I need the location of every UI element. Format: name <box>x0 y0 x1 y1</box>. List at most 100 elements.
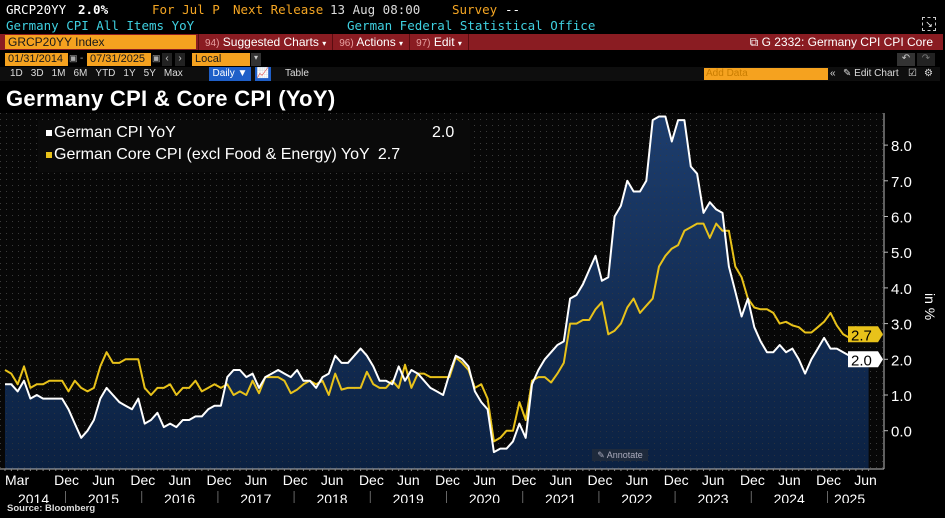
x-year-label: 2015 <box>88 491 119 503</box>
line-chart-icon[interactable]: 📈 <box>255 67 271 81</box>
legend-last-value: 2.7 <box>377 146 401 163</box>
cpi-last-value-tag: 2.0 <box>851 352 872 369</box>
x-tick-label: Dec <box>54 472 79 488</box>
menu-label: Suggested Charts <box>222 35 319 49</box>
x-tick-label: Dec <box>511 472 536 488</box>
redo-button[interactable]: ↷ <box>917 53 935 66</box>
calendar-icon[interactable]: ▣ <box>69 53 78 63</box>
chart-title: Germany CPI & Core CPI (YoY) <box>6 86 336 111</box>
end-date-input[interactable]: 07/31/2025 <box>87 53 151 66</box>
x-tick-label: Jun <box>473 472 496 488</box>
chart: 0.0 1.0 2.0 3.0 4.0 5.0 6.0 7.0 8.0 in % 2.7 2.0 Mar… <box>0 113 938 503</box>
pencil-icon: ✎ <box>597 450 607 460</box>
x-year-label: 2020 <box>469 491 500 503</box>
previous-period-button[interactable]: ‹ <box>162 53 172 66</box>
period: For Jul P <box>152 2 220 17</box>
start-date-input[interactable]: 01/31/2014 <box>5 53 68 66</box>
menu-number: 94) <box>205 38 220 49</box>
security-input[interactable]: GRCP20YY Index <box>5 35 196 49</box>
menu-number: 97) <box>416 38 431 49</box>
y-axis-label: in % <box>922 293 938 320</box>
x-tick-label: Dec <box>130 472 155 488</box>
range-1m[interactable]: 1M <box>51 68 66 79</box>
chevron-down-icon[interactable]: ▾ <box>251 53 261 66</box>
x-year-label: 2016 <box>164 491 195 503</box>
x-tick-label: Jun <box>321 472 344 488</box>
actions-menu[interactable]: 96) Actions ▾ <box>332 34 409 50</box>
x-year-label: 2023 <box>697 491 728 503</box>
x-tick-label: Dec <box>207 472 232 488</box>
x-tick-label: Jun <box>549 472 572 488</box>
legend-label: German CPI YoY <box>54 124 176 141</box>
y-tick-label: 8.0 <box>891 138 912 155</box>
pencil-icon: ✎ <box>843 68 852 79</box>
y-tick-label: 1.0 <box>891 388 912 405</box>
calendar-icon[interactable]: ▣ <box>152 53 161 63</box>
add-data-input[interactable]: Add Data <box>704 68 828 80</box>
range-3d[interactable]: 3D <box>30 68 44 79</box>
command-bar <box>0 34 943 50</box>
range-1d[interactable]: 1D <box>10 68 23 79</box>
y-tick-label: 7.0 <box>891 174 912 191</box>
x-year-label: 2019 <box>393 491 424 503</box>
next-release-label: Next Release <box>233 2 324 17</box>
y-tick-label: 3.0 <box>891 317 912 334</box>
table-button[interactable]: Table <box>285 68 309 79</box>
edit-menu[interactable]: 97) Edit ▾ <box>409 34 469 50</box>
edit-chart-button[interactable]: ✎ Edit Chart <box>843 67 899 81</box>
chevron-down-icon: ▾ <box>322 39 327 48</box>
undo-button[interactable]: ↶ <box>897 53 915 66</box>
frequency-select[interactable]: Daily ▼ <box>209 67 251 81</box>
x-year-label: 2014 <box>18 491 49 503</box>
next-period-button[interactable]: › <box>175 53 185 66</box>
x-tick-label: Dec <box>664 472 689 488</box>
x-tick-label: Dec <box>283 472 308 488</box>
y-tick-label: 4.0 <box>891 281 912 298</box>
chart-name: G 2332: Germany CPI CPI Core <box>761 35 933 49</box>
gear-icon[interactable]: ⚙ <box>924 68 933 79</box>
chevron-down-icon: ▾ <box>457 39 462 48</box>
x-tick-label: Dec <box>816 472 841 488</box>
date-separator: - <box>80 53 84 64</box>
y-tick-label: 0.0 <box>891 424 912 441</box>
suggested-charts-menu[interactable]: 94) Suggested Charts ▾ <box>198 34 332 50</box>
grid-dots-overlay <box>0 113 884 469</box>
command-menus: 94) Suggested Charts ▾ 96) Actions ▾ 97)… <box>198 34 469 50</box>
x-year-label: 2025 <box>834 491 865 503</box>
y-tick-label: 2.0 <box>891 352 912 369</box>
x-year-label: 2022 <box>621 491 652 503</box>
range-ytd[interactable]: YTD <box>95 68 116 79</box>
legend-swatch <box>46 129 52 136</box>
range-max[interactable]: Max <box>163 68 183 79</box>
currency-select[interactable]: Local CCY <box>192 53 250 78</box>
annotate-button[interactable]: ✎ Annotate <box>592 449 648 461</box>
y-tick-label: 5.0 <box>891 245 912 262</box>
edit-chart-label: Edit Chart <box>854 68 899 79</box>
range-buttons: 1D 3D 1M 6M YTD 1Y 5Y Max <box>6 67 187 81</box>
ticker: GRCP20YY <box>6 2 67 17</box>
edit-icon[interactable]: ☑ <box>908 68 917 79</box>
core-last-value-tag-bg <box>848 326 883 343</box>
range-6m[interactable]: 6M <box>73 68 88 79</box>
x-year-label: 2021 <box>545 491 576 503</box>
x-year-label: 2017 <box>240 491 271 503</box>
legend-last-value: 2.0 <box>432 124 455 141</box>
survey-label: Survey <box>452 2 498 17</box>
legend-swatch <box>46 151 52 158</box>
chart-name-link[interactable]: ⧉ G 2332: Germany CPI CPI Core <box>750 35 933 49</box>
legend-label: German Core CPI (excl Food & Energy) YoY <box>54 146 370 163</box>
legend-item-core[interactable]: German Core CPI (excl Food & Energy) YoY… <box>46 146 466 164</box>
collapse-icon[interactable]: « <box>830 68 836 79</box>
legend: German CPI YoY 2.0 German Core CPI (excl… <box>38 120 470 172</box>
range-1y[interactable]: 1Y <box>123 68 136 79</box>
x-tick-label: Dec <box>359 472 384 488</box>
menu-label: Actions <box>356 35 396 49</box>
x-year-label: 2018 <box>316 491 347 503</box>
x-year-label: 2024 <box>774 491 805 503</box>
range-5y[interactable]: 5Y <box>143 68 156 79</box>
x-tick-label: Jun <box>778 472 801 488</box>
popout-icon[interactable]: ↘ <box>922 17 936 31</box>
legend-item-cpi[interactable]: German CPI YoY 2.0 <box>46 124 466 142</box>
x-tick-label: Jun <box>702 472 725 488</box>
annotate-label: Annotate <box>606 450 643 460</box>
